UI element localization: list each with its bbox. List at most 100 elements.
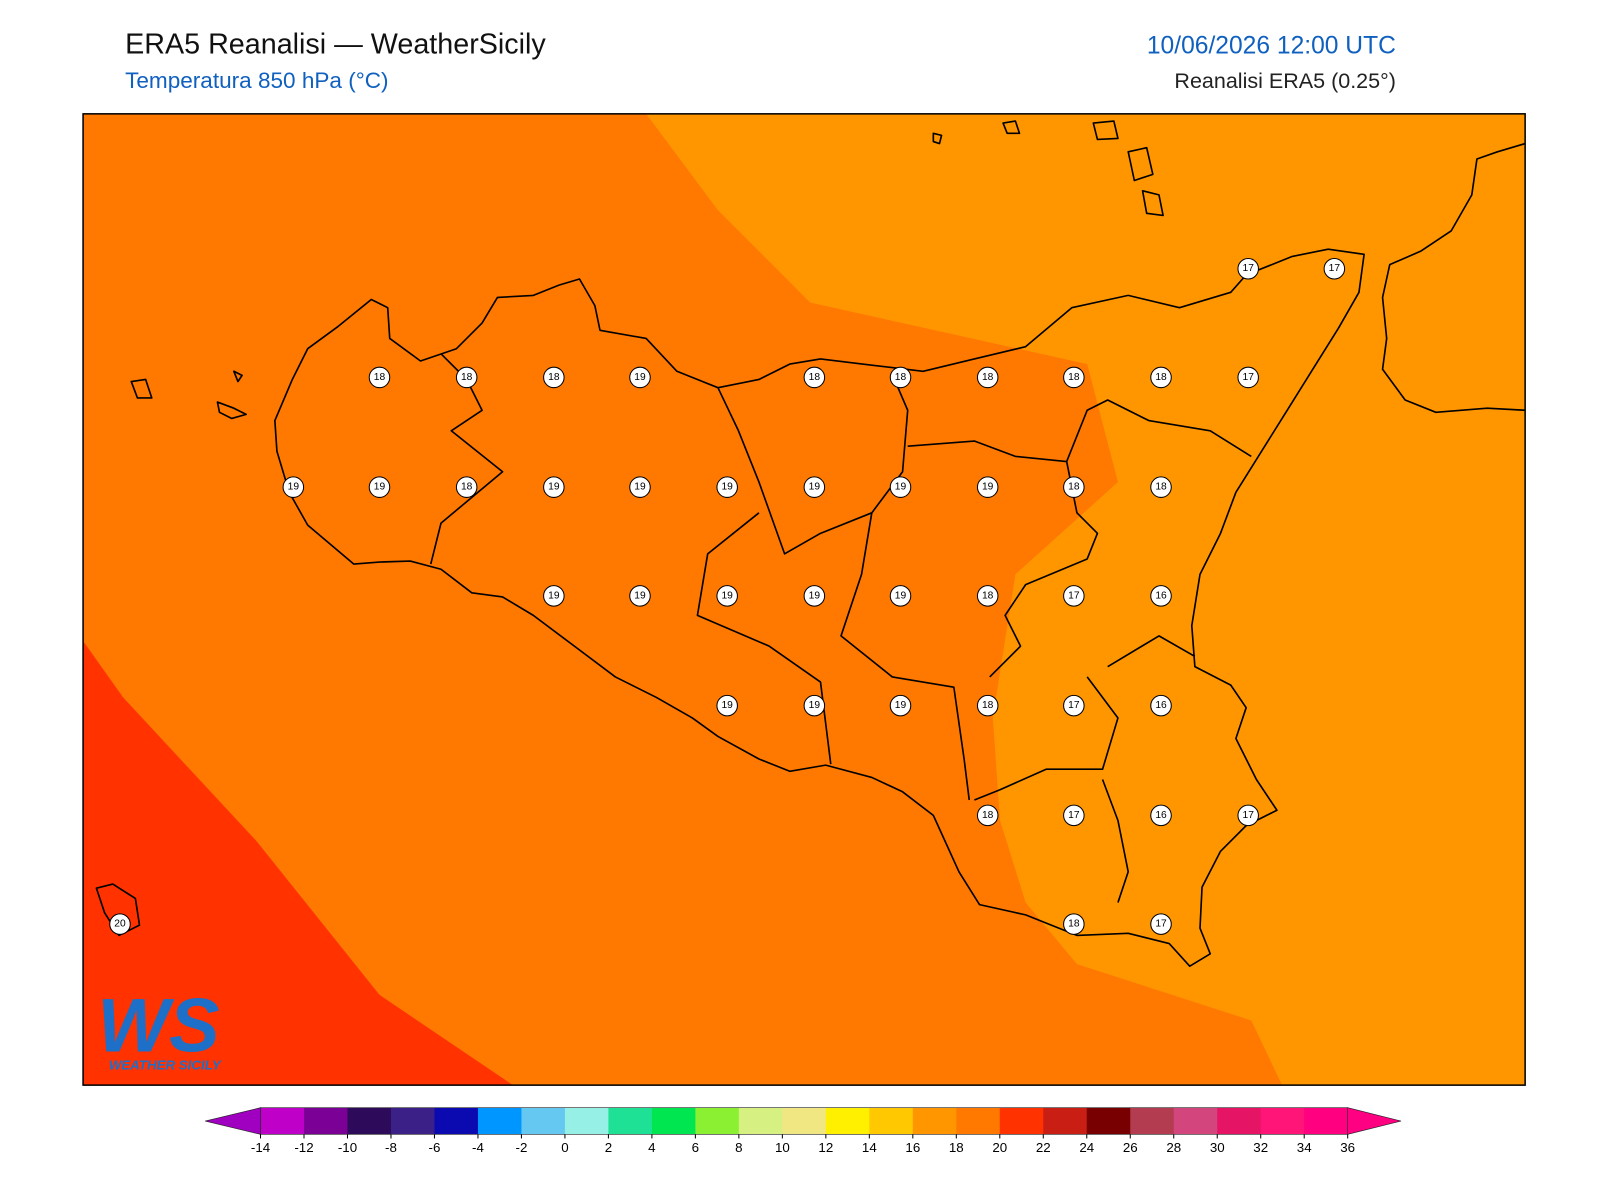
- colorbar-bin: [521, 1107, 566, 1135]
- station-marker: [889, 366, 912, 389]
- colorbar-bin: [564, 1107, 609, 1135]
- station-value: 16: [1155, 810, 1167, 821]
- station-value: 18: [1068, 372, 1080, 383]
- colorbar-tick-label: 34: [1297, 1140, 1312, 1155]
- station-value: 19: [721, 700, 733, 711]
- colorbar-tick-label: 12: [818, 1140, 833, 1155]
- station-marker: [716, 476, 738, 498]
- station-marker: [455, 476, 478, 498]
- station-marker: [1150, 476, 1172, 498]
- station-marker: [629, 585, 651, 607]
- colorbar-tick-label: 30: [1210, 1140, 1225, 1155]
- station-marker: [803, 694, 826, 717]
- station-value: 18: [1068, 482, 1080, 493]
- station-value: 16: [1155, 700, 1167, 711]
- colorbar-tick-label: -2: [516, 1140, 528, 1155]
- station-value: 18: [982, 700, 994, 711]
- station-marker: [889, 694, 912, 717]
- station-value: 19: [634, 482, 646, 493]
- logo-mark: WS: [97, 983, 219, 1068]
- colorbar-over: [1347, 1107, 1402, 1135]
- station-marker: [368, 366, 391, 389]
- colorbar-tick-label: 6: [692, 1140, 699, 1155]
- station-marker: [1237, 366, 1259, 389]
- colorbar-bin: [1260, 1107, 1305, 1135]
- colorbar-bin: [1130, 1107, 1175, 1135]
- colorbar-tick-label: 36: [1340, 1140, 1355, 1155]
- station-marker: [368, 476, 391, 498]
- station-value: 17: [1329, 263, 1341, 274]
- calabria-coast: [1381, 142, 1526, 414]
- colorbar-tick-label: 14: [862, 1140, 877, 1155]
- colorbar-bin: [347, 1107, 392, 1135]
- station-marker: [109, 913, 131, 935]
- station-marker: [1063, 366, 1085, 389]
- station-marker: [1323, 257, 1346, 280]
- colorbar-bin: [390, 1107, 435, 1135]
- station-value: 18: [982, 810, 994, 821]
- islands: [95, 120, 1164, 937]
- colorbar-tick-label: 28: [1166, 1140, 1181, 1155]
- station-value: 17: [1243, 372, 1255, 383]
- station-value: 19: [548, 482, 560, 493]
- station-marker: [1150, 694, 1172, 717]
- colorbar-bin: [695, 1107, 740, 1135]
- station-value: 18: [548, 372, 560, 383]
- colorbar-tick-label: 20: [992, 1140, 1007, 1155]
- colorbar-tick-label: 2: [605, 1140, 612, 1155]
- colorbar-bin: [825, 1107, 870, 1135]
- colorbar-bin: [1217, 1107, 1262, 1135]
- station-value: 18: [1155, 482, 1167, 493]
- station-marker: [976, 366, 999, 389]
- colorbar-bin: [912, 1107, 957, 1135]
- colorbar-bin: [304, 1107, 348, 1135]
- station-value: 18: [461, 372, 473, 383]
- logo: WS WEATHER SICILY: [97, 983, 221, 1072]
- station-marker: [543, 366, 565, 389]
- station-marker: [1150, 913, 1172, 935]
- station-marker: [543, 585, 565, 607]
- station-value: 17: [1155, 919, 1167, 930]
- colorbar-tick-label: 4: [648, 1140, 656, 1155]
- station-marker: [1063, 804, 1085, 827]
- station-marker: [803, 366, 826, 389]
- station-value: 19: [982, 482, 994, 493]
- colorbar-bin: [956, 1107, 1001, 1135]
- station-value: 18: [374, 372, 386, 383]
- field-20-22: [83, 641, 513, 1086]
- station-value: 18: [982, 590, 994, 601]
- datetime: 10/06/2026 12:00 UTC: [1147, 32, 1396, 59]
- colorbar-tick-label: -14: [251, 1140, 271, 1155]
- map: 17 17 18 18 18 19 18 18 18 18 18 17 19 19 18 19 19 19 19 19…: [83, 113, 1526, 1086]
- colorbar: -14 -12 -10 -8 -6 -4 -2 0 2 4 6 8 10 12 14 16 18 20 22 24 26…: [205, 1107, 1402, 1155]
- station-marker: [976, 804, 999, 827]
- station-marker: [1150, 366, 1172, 389]
- colorbar-bin: [1173, 1107, 1218, 1135]
- colorbar-tick-label: 0: [561, 1140, 568, 1155]
- station-value: 19: [895, 482, 907, 493]
- station-marker: [976, 694, 999, 717]
- colorbar-bin: [869, 1107, 914, 1135]
- station-value: 19: [809, 700, 821, 711]
- colorbar-tick-label: 24: [1079, 1140, 1094, 1155]
- station-marker: [1063, 476, 1085, 498]
- station-labels: 17 17 18 18 18 19 18 18 18 18 18 17 19 19 18 19 19 19 19 19…: [109, 257, 1346, 935]
- field-16-18: [646, 113, 1526, 1086]
- colorbar-tick-label: 8: [735, 1140, 742, 1155]
- colorbar-bin: [1304, 1107, 1349, 1135]
- colorbar-tick-label: 10: [775, 1140, 790, 1155]
- station-marker: [629, 366, 651, 389]
- station-value: 18: [809, 372, 821, 383]
- map-frame: [82, 113, 1526, 1086]
- station-value: 18: [1068, 919, 1080, 930]
- colorbar-bin: [738, 1107, 783, 1135]
- station-value: 17: [1068, 700, 1080, 711]
- station-value: 19: [809, 590, 821, 601]
- colorbar-bin: [782, 1107, 827, 1135]
- station-value: 17: [1068, 590, 1080, 601]
- station-value: 19: [288, 482, 300, 493]
- station-value: 19: [809, 482, 821, 493]
- colorbar-tick-label: -10: [338, 1140, 357, 1155]
